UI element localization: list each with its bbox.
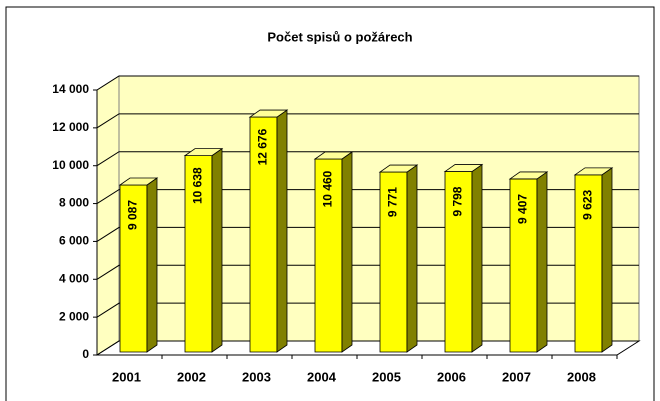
bar-face (211, 147, 223, 353)
grid-line (96, 113, 639, 129)
value-label: 9 087 (126, 200, 140, 230)
bar (313, 151, 354, 353)
value-label: 9 798 (451, 186, 465, 216)
bar-face (248, 109, 289, 118)
bar-face (378, 164, 419, 173)
x-tick-label: 2003 (242, 369, 271, 384)
bar (443, 163, 484, 353)
bar-face (536, 171, 548, 353)
value-label: 9 407 (516, 194, 530, 224)
value-label: 10 460 (321, 170, 335, 207)
x-tick-label: 2006 (437, 369, 466, 384)
bar-face (276, 109, 288, 353)
bar (508, 171, 549, 353)
bar (118, 177, 159, 353)
value-label: 10 638 (191, 167, 205, 204)
y-tick-label: 2 000 (59, 309, 89, 323)
value-label: 9 771 (386, 187, 400, 217)
x-tick-label: 2008 (567, 369, 596, 384)
bar-face (146, 177, 158, 353)
bar-face (313, 151, 354, 160)
y-tick-label: 6 000 (59, 234, 89, 248)
bar-face (183, 148, 224, 157)
floor (95, 340, 641, 356)
x-tick-label: 2001 (112, 369, 141, 384)
y-tick-label: 12 000 (52, 120, 89, 134)
y-tick-label: 0 (82, 347, 89, 361)
y-tick-label: 14 000 (52, 82, 89, 96)
bar-face (573, 167, 614, 176)
bar-face (443, 164, 484, 172)
value-label: 12 676 (256, 128, 270, 165)
bar (248, 109, 289, 353)
bar-face (341, 151, 353, 353)
bar (378, 164, 419, 353)
value-label: 9 623 (581, 190, 595, 220)
x-tick-label: 2002 (177, 369, 206, 384)
side-wall (96, 75, 120, 356)
x-tick-label: 2005 (372, 369, 401, 384)
grid-line (96, 151, 639, 167)
bar-face (601, 167, 613, 353)
bar (573, 167, 614, 353)
chart-title: Počet spisů o požárech (267, 29, 412, 44)
chart-border (5, 6, 655, 401)
bar-face (406, 164, 418, 353)
bar-face (118, 177, 159, 186)
x-tick-label: 2004 (307, 369, 337, 384)
grid-line (96, 75, 639, 91)
bar (183, 147, 224, 353)
bar-face (508, 171, 549, 180)
y-tick-label: 4 000 (59, 271, 89, 285)
x-tick-label: 2007 (502, 369, 531, 384)
y-tick-label: 8 000 (59, 196, 89, 210)
bar-face (471, 163, 483, 353)
y-tick-label: 10 000 (52, 158, 89, 172)
